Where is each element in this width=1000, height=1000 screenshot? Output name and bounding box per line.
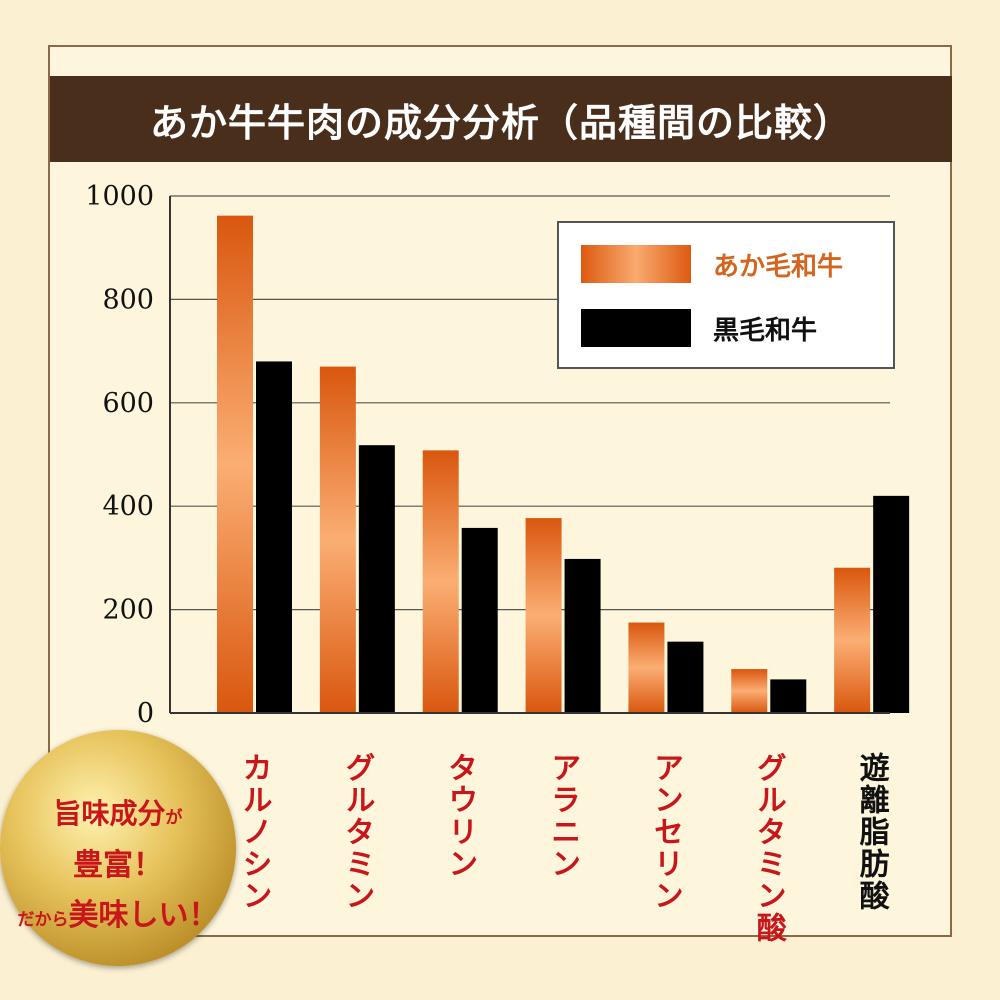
y-tick-label-0: 0 [137,698,154,729]
y-tick-label-400: 400 [102,491,154,522]
legend-label-akage: あか毛和牛 [713,251,844,282]
badge-line3: だから美味しい！ [0,890,236,934]
bar-akage-5 [731,669,768,713]
bar-kuroge-6 [873,495,910,713]
y-tick-label-600: 600 [102,388,154,419]
bar-akage-3 [525,518,562,713]
badge-line1-main: 旨味成分 [53,797,166,830]
x-tick-label-3: アラニン [545,752,580,880]
badge-line2: 豊富！ [73,848,163,883]
legend-label-kuroge: 黒毛和牛 [713,315,818,346]
bar-akage-0 [217,215,253,713]
chart-title: あか牛牛肉の成分分析（品種間の比較） [149,99,852,145]
bar-kuroge-1 [358,445,395,713]
bar-kuroge-5 [770,679,807,713]
title-bar: あか牛牛肉の成分分析（品種間の比較） [50,76,952,162]
bar-akage-1 [319,366,356,713]
y-tick-label-200: 200 [102,595,154,626]
bar-kuroge-2 [461,527,498,713]
bar-kuroge-0 [256,361,292,713]
x-tick-label-5: グルタミン酸 [751,752,787,944]
bar-kuroge-3 [564,558,601,713]
badge-line3-main: 美味しい！ [68,898,219,933]
bar-akage-6 [834,567,871,713]
legend-swatch-kuroge [581,309,691,347]
bar-akage-2 [422,450,459,713]
badge-line3-small: だから [17,910,69,930]
bar-kuroge-4 [667,641,704,713]
badge-line1: 旨味成分が [0,792,236,832]
x-tick-label-2: タウリン [442,752,477,880]
promo-badge: 旨味成分が 豊富！ だから美味しい！ [0,730,236,966]
x-tick-label-0: カルノシン [237,752,272,912]
bar-akage-4 [628,622,665,713]
badge-line1-small: が [165,808,183,828]
x-tick-label-4: アンセリン [648,752,683,912]
x-tick-label-1: グルタミン [339,752,374,912]
x-tick-label-6: 遊離脂肪酸 [854,751,890,912]
y-tick-label-1000: 1000 [85,181,154,212]
legend-item-akage: あか毛和牛 [581,245,843,283]
y-tick-label-800: 800 [102,284,154,315]
legend-item-kuroge: 黒毛和牛 [581,309,817,347]
legend: あか毛和牛 黒毛和牛 [557,221,895,369]
legend-swatch-akage [581,245,691,283]
